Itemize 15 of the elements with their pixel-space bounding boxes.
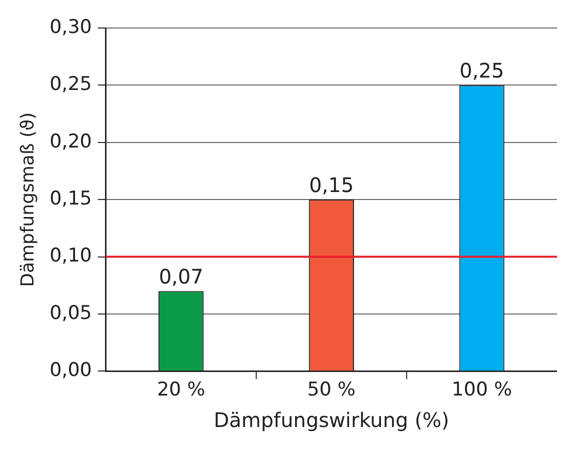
y-tick-label: 0,10	[50, 244, 92, 267]
data-label: 0,25	[460, 58, 504, 82]
y-axis-title: Dämpfungsmaß (ϑ)	[17, 112, 38, 287]
x-tick-label: 20 %	[156, 378, 206, 401]
y-tick-label: 0,25	[50, 73, 92, 96]
y-tick-label: 0,30	[50, 16, 92, 38]
y-tick-label: 0,15	[50, 188, 92, 210]
x-tick-label: 100 %	[452, 378, 512, 401]
y-tick-label: 0,05	[50, 302, 92, 324]
data-label: 0,07	[158, 264, 204, 288]
y-tick-label: 0,20	[50, 130, 92, 152]
data-label: 0,15	[309, 172, 354, 197]
x-axis-title: Dämpfungswirkung (%)	[214, 408, 450, 432]
y-tick-label: 0,00	[50, 359, 92, 382]
x-tick-label: 50 %	[307, 378, 356, 401]
